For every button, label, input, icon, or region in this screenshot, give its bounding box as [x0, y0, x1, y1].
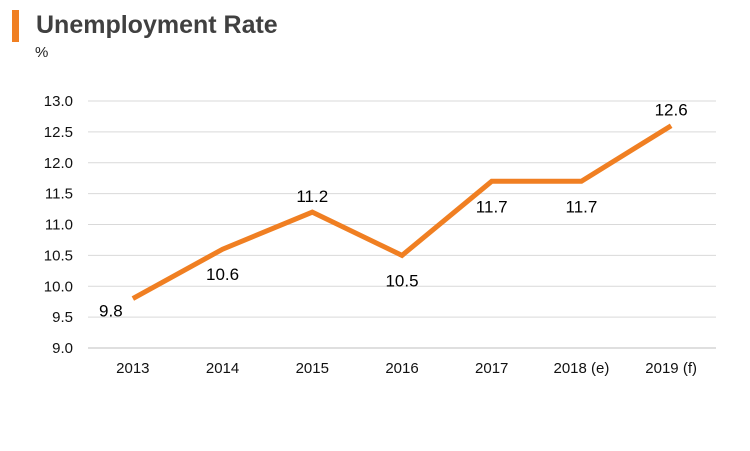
series-group — [131, 123, 673, 301]
y-tick-label: 9.5 — [52, 309, 73, 326]
gridlines — [88, 100, 716, 349]
data-label: 10.5 — [385, 271, 418, 290]
series-line — [131, 123, 673, 301]
x-tick-label: 2019 (f) — [645, 360, 697, 377]
data-label: 11.2 — [296, 187, 328, 206]
data-label: 12.6 — [655, 101, 688, 120]
x-tick-label: 2016 — [385, 360, 418, 377]
y-tick-label: 13.0 — [44, 93, 73, 110]
y-axis-ticks: 9.0 9.5 10.0 10.5 11.0 11.5 12.0 12.5 13.0 — [44, 93, 73, 357]
data-labels: 9.8 10.6 11.2 10.5 11.7 11.7 12.6 — [99, 101, 688, 321]
x-tick-label: 2013 — [116, 360, 149, 377]
y-tick-label: 12.5 — [44, 124, 73, 141]
data-label: 11.7 — [566, 197, 598, 216]
x-tick-label: 2014 — [206, 360, 239, 377]
data-label: 11.7 — [476, 197, 508, 216]
y-tick-label: 9.0 — [52, 340, 73, 357]
y-tick-label: 10.5 — [44, 247, 73, 264]
title-accent-bar — [12, 10, 19, 42]
y-tick-label: 12.0 — [44, 155, 73, 172]
x-axis-ticks: 2013 2014 2015 2016 2017 2018 (e) 2019 (f) — [116, 360, 697, 377]
unit-label: % — [35, 44, 49, 61]
x-tick-label: 2018 (e) — [553, 360, 609, 377]
x-tick-label: 2015 — [296, 360, 329, 377]
data-label: 9.8 — [99, 302, 123, 321]
chart-title: Unemployment Rate — [36, 11, 278, 39]
data-label: 10.6 — [206, 265, 239, 284]
x-tick-label: 2017 — [475, 360, 508, 377]
y-tick-label: 10.0 — [44, 278, 73, 295]
y-tick-label: 11.0 — [45, 217, 73, 234]
y-tick-label: 11.5 — [45, 186, 73, 203]
